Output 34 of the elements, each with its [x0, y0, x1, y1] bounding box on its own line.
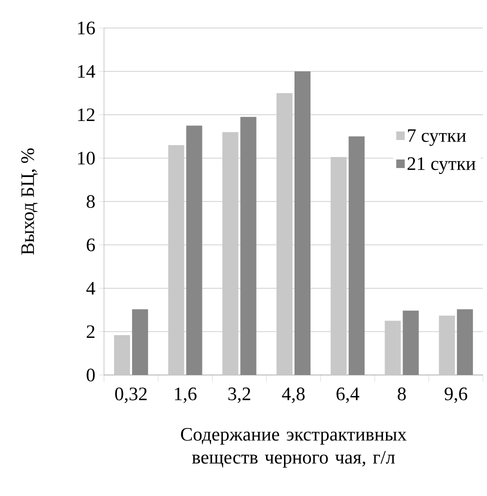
bar [438, 316, 455, 375]
y-tick-label: 6 [86, 238, 95, 252]
bar [330, 157, 347, 375]
bar [240, 116, 256, 375]
bar [294, 71, 310, 375]
bar [222, 132, 238, 375]
y-tick-label: 8 [86, 195, 95, 208]
bar [348, 136, 365, 375]
bar [186, 126, 202, 375]
x-tick-label: 9,6 [444, 388, 468, 404]
legend-label: 7 сутки [408, 129, 466, 146]
x-tick-label: 6,4 [336, 388, 360, 404]
y-axis-title: Выход БЦ, % [21, 148, 38, 255]
y-tick-label: 14 [78, 65, 96, 78]
y-tick-label: 16 [78, 22, 95, 34]
y-tick-label: 4 [86, 282, 96, 294]
bar [456, 309, 473, 375]
y-tick-label: 12 [78, 108, 94, 122]
bar [168, 145, 184, 375]
legend-label: 21 сутки [408, 157, 476, 174]
bar [114, 335, 130, 375]
y-tick-label: 10 [78, 152, 95, 165]
bar [132, 309, 148, 375]
x-tick-label: 4,8 [282, 388, 305, 404]
y-tick-label: 2 [86, 325, 94, 338]
bar [276, 93, 292, 375]
bar [384, 320, 401, 375]
x-tick-label: 1,6 [174, 388, 197, 404]
x-axis-title: Содержание экстрактивных веществ черного чая, г/л [181, 428, 407, 468]
y-tick-label: 0 [86, 368, 95, 382]
bar [402, 310, 419, 375]
x-tick-label: 8 [398, 388, 406, 400]
x-tick-label: 0,32 [115, 388, 147, 404]
x-tick-label: 3,2 [228, 388, 250, 404]
